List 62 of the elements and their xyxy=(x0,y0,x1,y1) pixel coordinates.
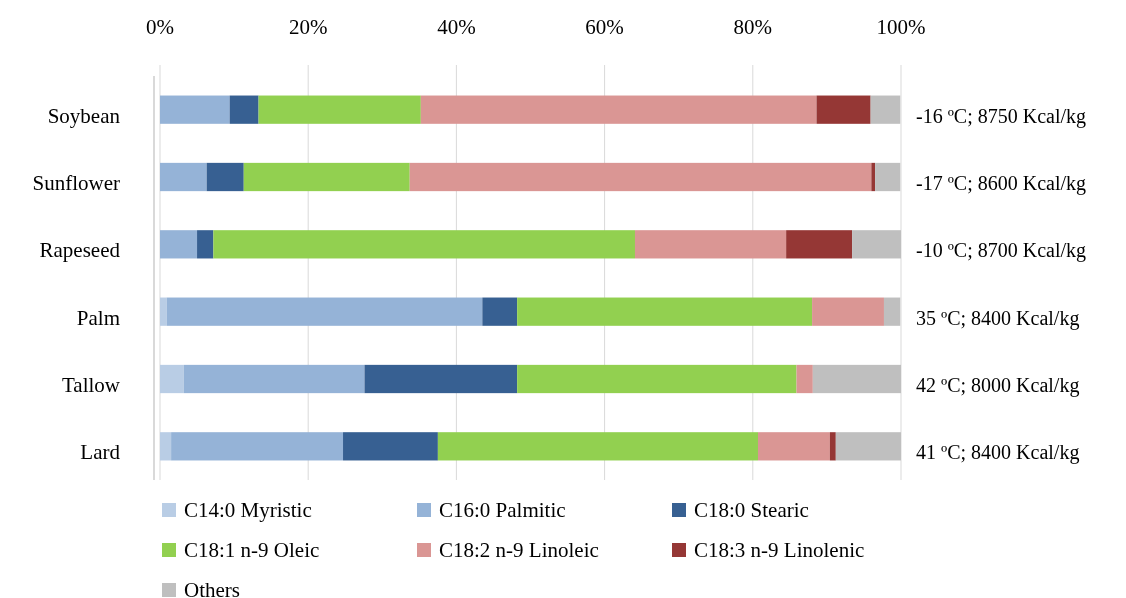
bar xyxy=(757,432,830,461)
legend-label: C18:2 n-9 Linoleic xyxy=(439,538,599,562)
bar xyxy=(160,95,230,124)
bar xyxy=(171,432,344,461)
bar xyxy=(229,95,259,124)
text: -17 ºC; 8600 Kcal/kg xyxy=(916,172,1087,195)
bar xyxy=(796,364,813,394)
bar xyxy=(852,230,901,259)
legend-label: C18:3 n-9 Linolenic xyxy=(694,538,865,562)
y-tick-label: Sunflower xyxy=(32,171,120,195)
bar xyxy=(835,432,901,461)
text: -16 ºC; 8750 Kcal/kg xyxy=(916,104,1087,128)
text: 42 ºC; 8000 Kcal/kg xyxy=(916,374,1080,397)
y-tick-label: Soybean xyxy=(47,103,121,128)
bar xyxy=(364,364,518,394)
bar xyxy=(243,162,410,192)
legend-label: C18:1 n-9 Oleic xyxy=(184,538,320,562)
bar xyxy=(160,432,172,461)
bar xyxy=(420,95,817,124)
bar xyxy=(816,95,871,124)
bar xyxy=(206,162,244,192)
bar xyxy=(871,162,876,192)
bar xyxy=(786,230,853,259)
legend-label: Others xyxy=(184,578,240,598)
bar xyxy=(482,297,518,326)
bar xyxy=(197,230,214,259)
bar xyxy=(517,297,813,326)
bar xyxy=(166,297,483,326)
bar xyxy=(870,95,901,124)
x-tick-label: 40% xyxy=(437,15,476,39)
bar xyxy=(183,364,365,394)
bar xyxy=(634,230,787,259)
bar xyxy=(829,432,836,461)
bar xyxy=(213,230,635,259)
legend-label: C18:0 Stearic xyxy=(694,498,809,522)
x-tick-label: 100% xyxy=(876,15,926,39)
bar xyxy=(160,297,167,326)
y-tick-label: Palm xyxy=(76,305,120,330)
bar xyxy=(343,432,438,461)
bar xyxy=(437,432,758,461)
x-tick-label: 80% xyxy=(733,15,773,39)
x-tick-label: 20% xyxy=(288,15,328,39)
legend-label: C14:0 Myristic xyxy=(184,498,312,522)
y-tick-label: Lard xyxy=(80,440,121,465)
bar xyxy=(875,162,901,192)
text: -10 ºC; 8700 Kcal/kg xyxy=(916,239,1087,263)
bar xyxy=(160,162,207,192)
bar xyxy=(160,230,198,259)
bar xyxy=(517,364,797,394)
legend-label: C16:0 Palmitic xyxy=(439,498,566,522)
y-tick-label: Rapeseed xyxy=(39,238,121,263)
bar xyxy=(883,297,901,326)
bar xyxy=(812,297,884,326)
bar xyxy=(409,162,872,192)
text: 41 ºC; 8400 Kcal/kg xyxy=(916,441,1080,465)
text: 35 ºC; 8400 Kcal/kg xyxy=(916,306,1080,330)
bar xyxy=(160,364,184,394)
x-tick-label: 0% xyxy=(146,15,174,39)
x-tick-label: 60% xyxy=(585,15,624,39)
bar xyxy=(812,364,901,394)
bar xyxy=(258,95,421,124)
y-tick-label: Tallow xyxy=(61,373,121,397)
